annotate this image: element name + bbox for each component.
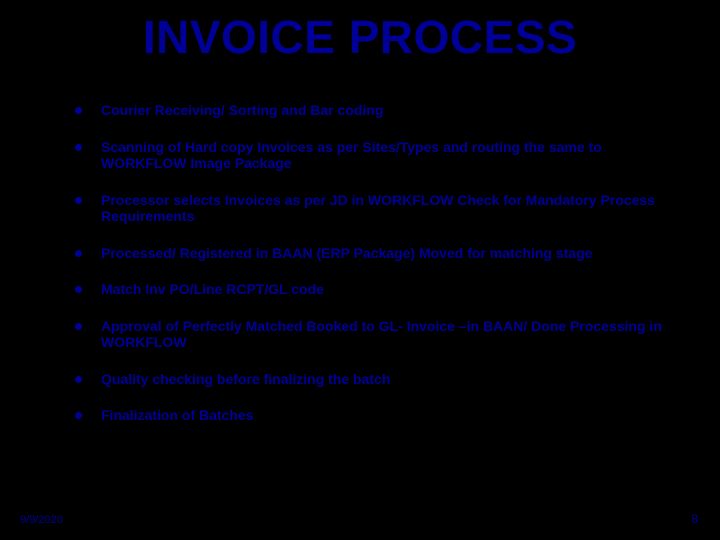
page-number: 8 bbox=[691, 512, 698, 526]
list-item: Finalization of Batches bbox=[75, 407, 665, 424]
list-item: Scanning of Hard copy Invoices as per Si… bbox=[75, 139, 665, 172]
bullet-list: Courier Receiving/ Sorting and Bar codin… bbox=[0, 102, 720, 424]
list-item: Processor selects Invoices as per JD in … bbox=[75, 192, 665, 225]
list-item: Quality checking before finalizing the b… bbox=[75, 371, 665, 388]
list-item: Approval of Perfectly Matched Booked to … bbox=[75, 318, 665, 351]
list-item: Match Inv PO/Line RCPT/GL code bbox=[75, 281, 665, 298]
list-item: Processed/ Registered in BAAN (ERP Packa… bbox=[75, 245, 665, 262]
slide-title: INVOICE PROCESS bbox=[0, 0, 720, 64]
slide-date: 9/9/2020 bbox=[20, 514, 63, 526]
list-item: Courier Receiving/ Sorting and Bar codin… bbox=[75, 102, 665, 119]
slide: INVOICE PROCESS Courier Receiving/ Sorti… bbox=[0, 0, 720, 540]
